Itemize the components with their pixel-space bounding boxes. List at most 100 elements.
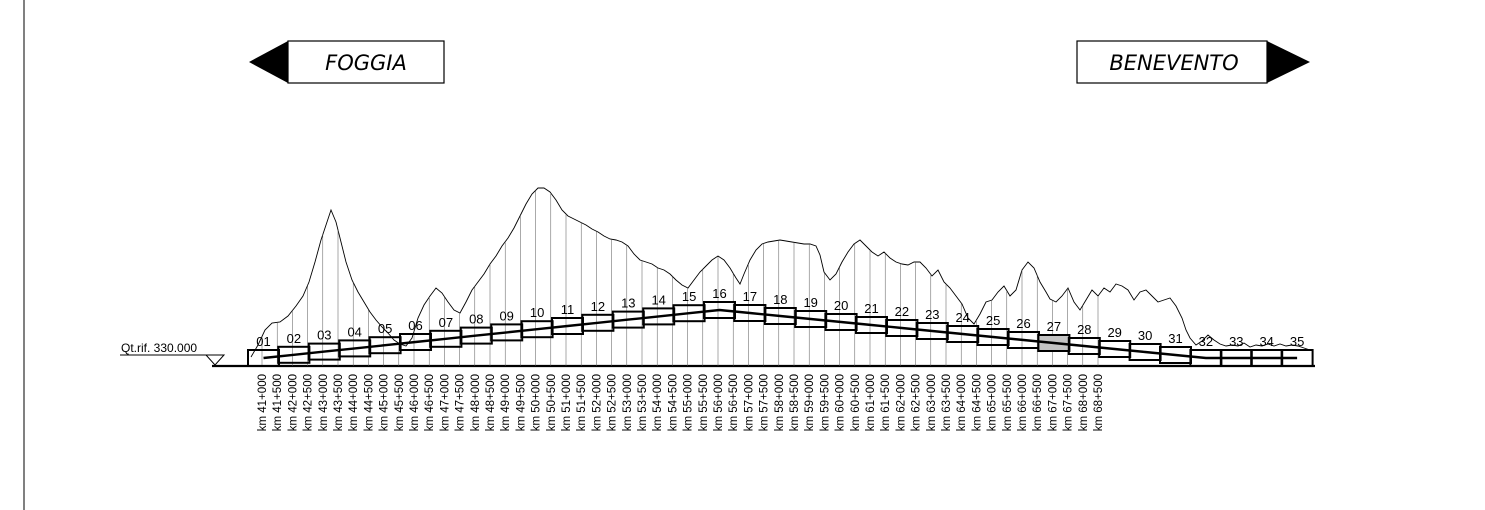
chainage-label: km 53+500	[637, 374, 649, 431]
chainage-label: km 54+000	[652, 374, 664, 431]
chainage-label: km 66+000	[1017, 374, 1029, 431]
segment-label: 22	[895, 304, 909, 319]
chainage-label: km 49+500	[515, 374, 527, 431]
chainage-label: km 41+000	[257, 374, 269, 431]
chainage-label: km 65+500	[1002, 374, 1014, 431]
chainage-label: km 53+000	[622, 374, 634, 431]
chainage-label: km 62+000	[895, 374, 907, 431]
segment-label: 01	[256, 334, 270, 349]
level-triangle-icon	[204, 354, 226, 366]
segment-label: 19	[803, 295, 817, 310]
chainage-label: km 42+000	[287, 374, 299, 431]
segment-label: 34	[1259, 334, 1273, 349]
segment-label: 33	[1229, 334, 1243, 349]
chainage-label: km 68+000	[1078, 374, 1090, 431]
chainage-label: km 61+500	[880, 374, 892, 431]
chainage-label: km 58+000	[774, 374, 786, 431]
segment-label: 06	[408, 318, 422, 333]
chainage-label: km 47+000	[439, 374, 451, 431]
chainage-label: km 42+500	[303, 374, 315, 431]
segment-label: 20	[834, 298, 848, 313]
segment-boxes	[247, 301, 1314, 367]
segment-label: 26	[1016, 316, 1030, 331]
chainage-label: km 56+000	[713, 374, 725, 431]
chainage-label: km 59+500	[819, 374, 831, 431]
chainage-label: km 63+000	[926, 374, 938, 431]
chainage-label: km 66+500	[1032, 374, 1044, 431]
segment-label: 35	[1290, 334, 1304, 349]
chainage-label: km 56+500	[728, 374, 740, 431]
chainage-label: km 45+500	[394, 374, 406, 431]
chainage-label: km 60+500	[850, 374, 862, 431]
chainage-label: km 41+500	[272, 374, 284, 431]
segment-label: 08	[469, 312, 483, 327]
chainage-label: km 62+500	[911, 374, 923, 431]
segment-label: 21	[864, 301, 878, 316]
segment-label: 12	[591, 299, 605, 314]
segment-label: 29	[1107, 325, 1121, 340]
terrain-profile	[250, 187, 1311, 358]
chainage-label: km 51+000	[561, 374, 573, 431]
segment-label: 28	[1077, 322, 1091, 337]
direction-left-label: FOGGIA	[325, 51, 407, 75]
chainage-label: km 52+500	[607, 374, 619, 431]
station-lines	[261, 190, 1099, 366]
chainage-label: km 44+500	[363, 374, 375, 431]
chainage-label: km 48+500	[485, 374, 497, 431]
chainage-label: km 44+000	[348, 374, 360, 431]
chainage-labels: km 41+000 km 41+500 km 42+000 km 42+500 km 4…	[257, 374, 1105, 431]
chainage-label: km 59+000	[804, 374, 816, 431]
segment-label: 25	[986, 313, 1000, 328]
segment-label: 09	[499, 308, 513, 323]
chainage-label: km 61+000	[865, 374, 877, 431]
chainage-label: km 60+000	[835, 374, 847, 431]
segment-label: 07	[439, 315, 453, 330]
chainage-label: km 45+000	[379, 374, 391, 431]
segment-label: 18	[773, 292, 787, 307]
chainage-label: km 55+500	[698, 374, 710, 431]
segment-label: 30	[1138, 328, 1152, 343]
segment-label: 27	[1047, 319, 1061, 334]
chainage-label: km 47+500	[455, 374, 467, 431]
chainage-label: km 43+500	[333, 374, 345, 431]
chainage-label: km 68+500	[1093, 374, 1105, 431]
chainage-label: km 54+500	[667, 374, 679, 431]
segment-label: 23	[925, 307, 939, 322]
segment-label: 03	[317, 328, 331, 343]
segment-labels: 01 02 03 04 05 06 07 08 09 10 11 12 13 14 15 16 17 18 19 20…	[256, 286, 1304, 349]
segment-label: 15	[682, 289, 696, 304]
chainage-label: km 64+500	[971, 374, 983, 431]
segment-label: 10	[530, 305, 544, 320]
chainage-label: km 43+000	[318, 374, 330, 431]
alignment-line	[263, 308, 1298, 360]
chainage-label: km 48+000	[470, 374, 482, 431]
segment-label: 05	[378, 321, 392, 336]
direction-right-label: BENEVENTO	[1109, 51, 1238, 75]
segment-label: 02	[287, 331, 301, 346]
segment-label: 31	[1168, 331, 1182, 346]
direction-right-arrow: BENEVENTO	[1076, 40, 1310, 84]
segment-label: 04	[347, 324, 361, 339]
chainage-label: km 57+500	[759, 374, 771, 431]
segment-label: 24	[955, 310, 969, 325]
reference-level: Qt.rif. 330.000	[120, 341, 226, 366]
direction-left-arrow: FOGGIA	[249, 40, 445, 84]
chainage-label: km 51+500	[576, 374, 588, 431]
chainage-label: km 67+000	[1047, 374, 1059, 431]
segment-label: 32	[1199, 334, 1213, 349]
chainage-label: km 65+000	[987, 374, 999, 431]
chainage-label: km 46+500	[424, 374, 436, 431]
chainage-label: km 64+000	[956, 374, 968, 431]
chainage-label: km 50+000	[531, 374, 543, 431]
arrow-right-icon	[1267, 41, 1310, 83]
chainage-label: km 67+500	[1063, 374, 1075, 431]
segment-label: 17	[743, 289, 757, 304]
segment-label: 11	[561, 302, 575, 317]
chainage-label: km 55+000	[683, 374, 695, 431]
chainage-label: km 50+500	[546, 374, 558, 431]
chainage-label: km 57+000	[743, 374, 755, 431]
chainage-label: km 63+500	[941, 374, 953, 431]
segment-label: 14	[651, 292, 665, 307]
reference-level-label: Qt.rif. 330.000	[121, 341, 197, 355]
